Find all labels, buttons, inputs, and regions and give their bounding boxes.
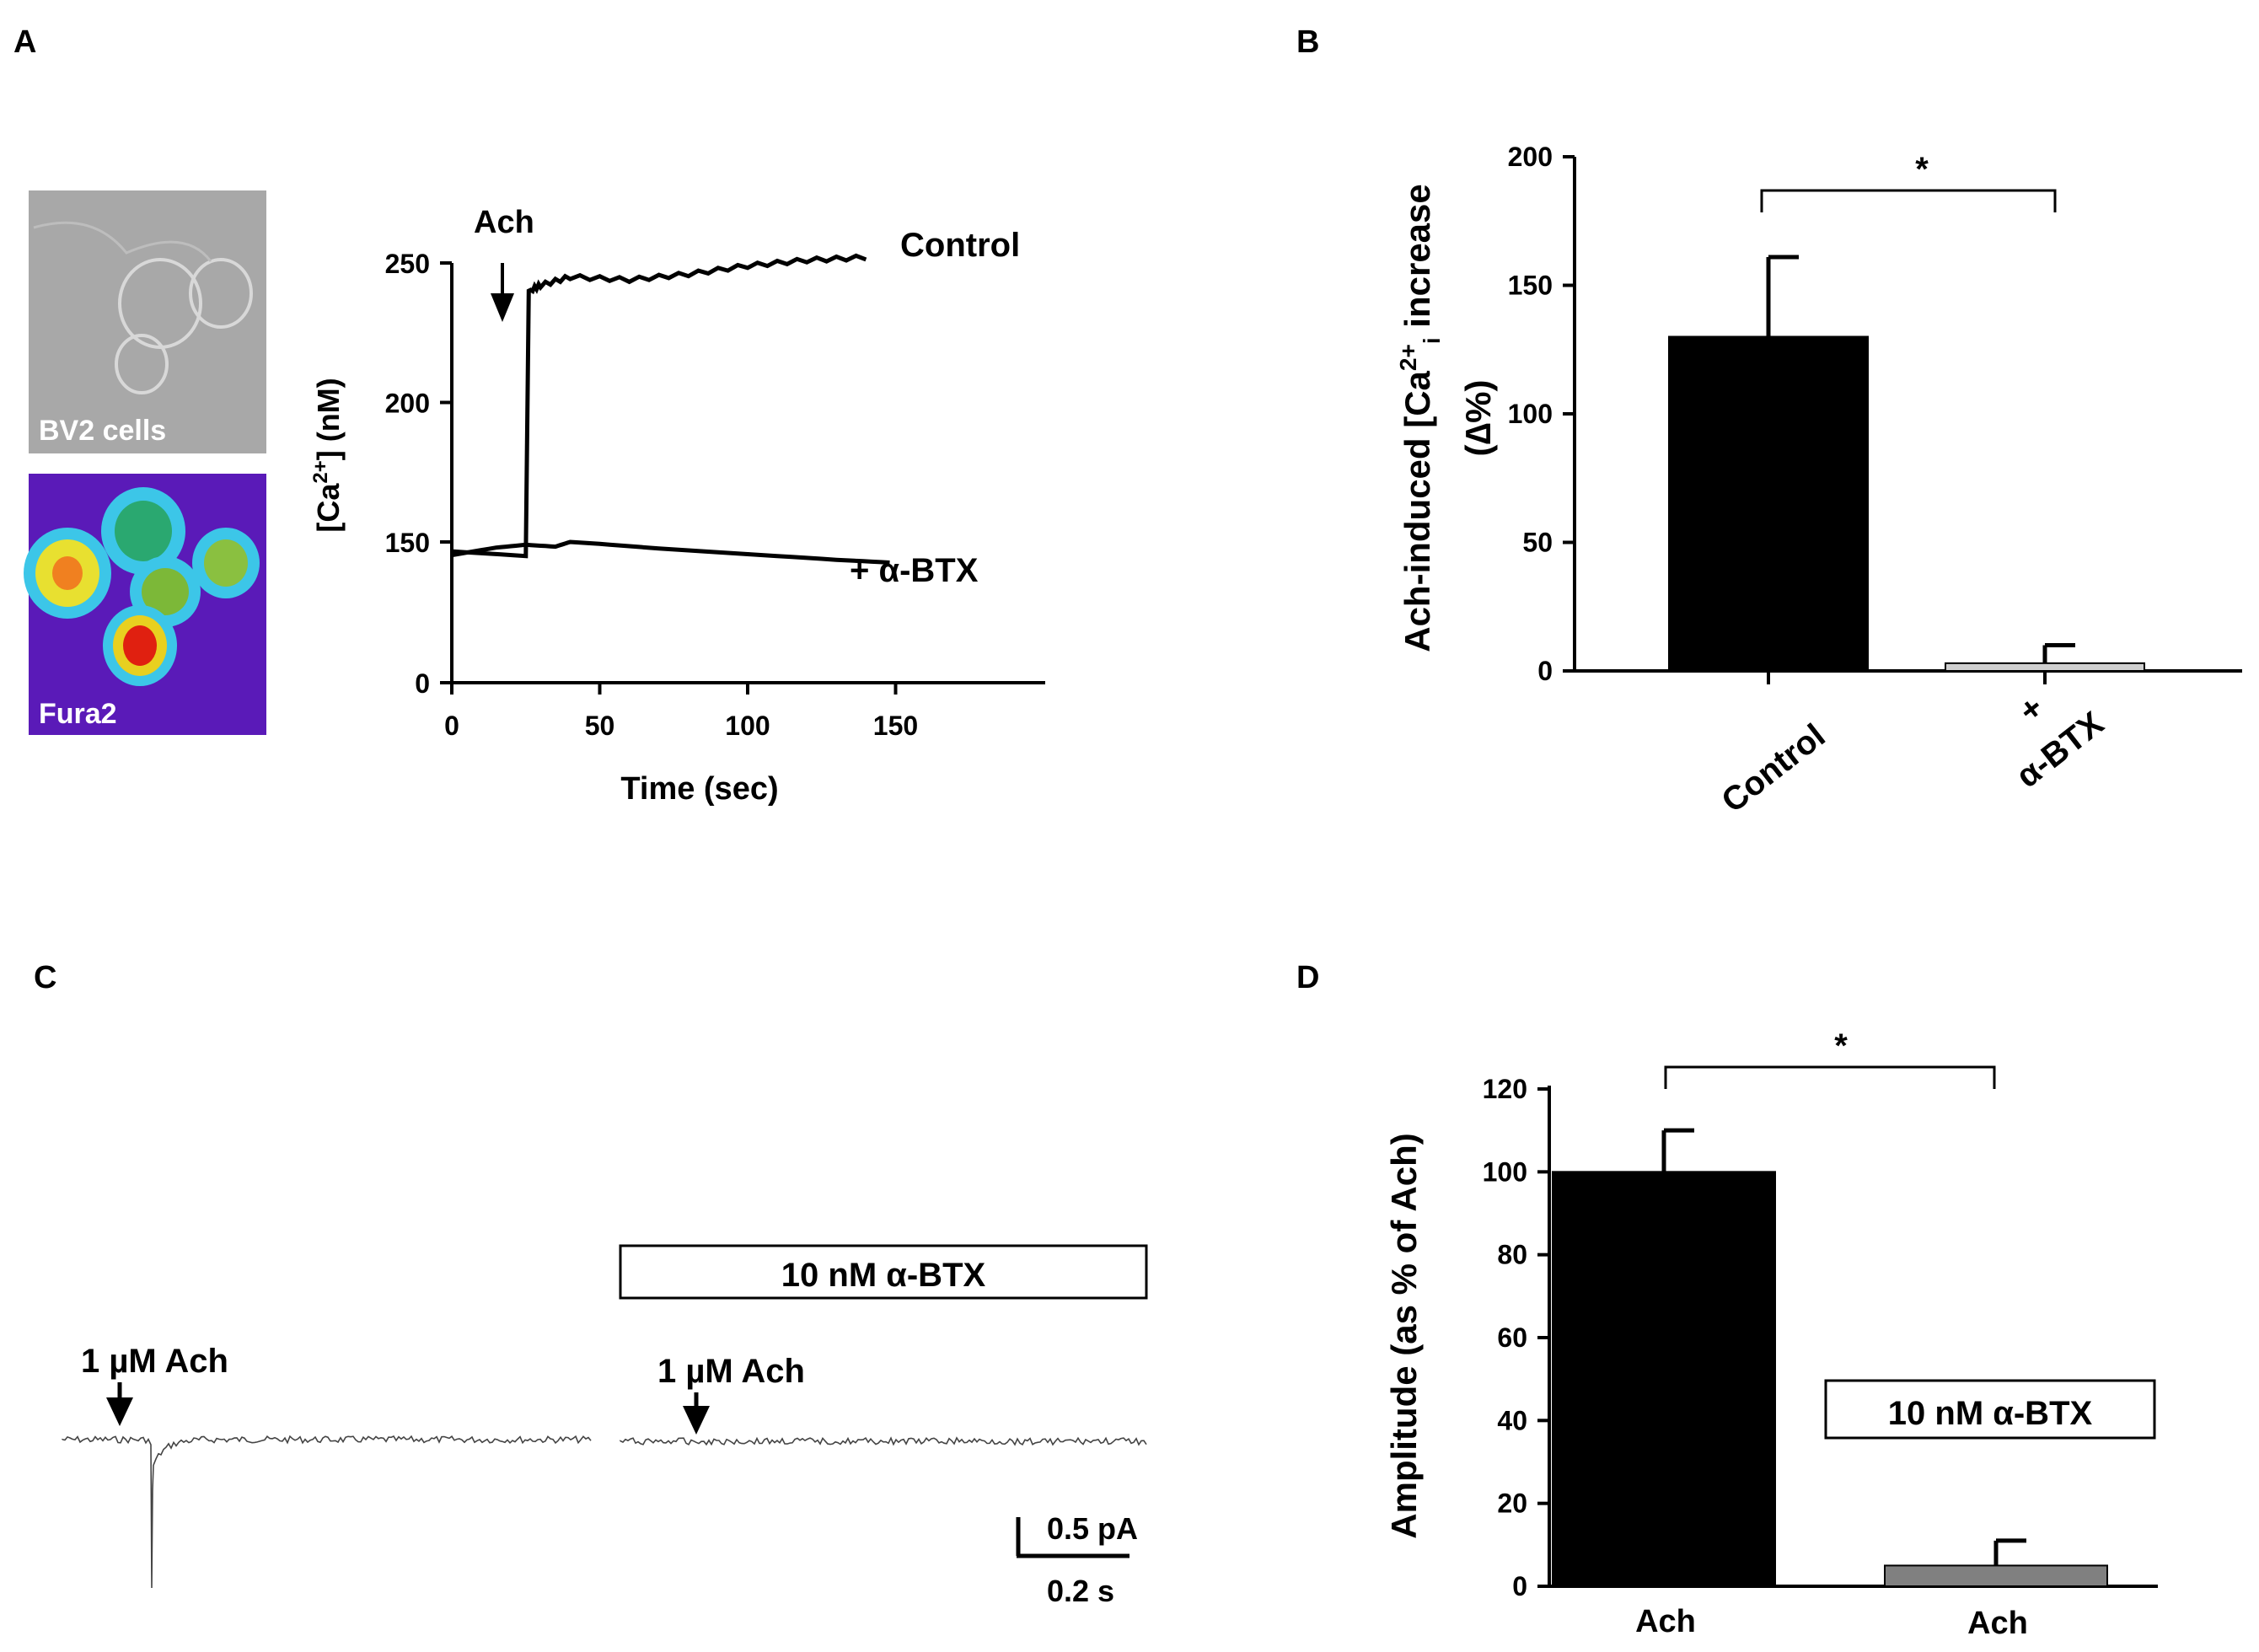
b-y-tick-label-100: 100: [1508, 399, 1553, 429]
b-y-tick-label-0: 0: [1537, 656, 1553, 686]
b-y-axis-label: Ach-induced [Ca2+i increase: [1395, 184, 1445, 652]
b-significance-bracket: [1760, 189, 2057, 212]
d-y-tick-label-80: 80: [1497, 1240, 1527, 1270]
b-x-label-plus: +: [2012, 689, 2050, 730]
bv2-cells-image: BV2 cells: [29, 190, 266, 453]
a-y-tick-label-200: 200: [385, 389, 430, 419]
d-y-tick-label-0: 0: [1512, 1571, 1527, 1601]
c-stim-label-1: 1 µM Ach: [81, 1343, 228, 1380]
b-bar-0: [1668, 335, 1869, 672]
c-scale-y-label: 0.5 pA: [1047, 1511, 1138, 1546]
d-x-label-ach-1: Ach: [1635, 1604, 1696, 1639]
chart-b-bar: 0 50 100 150 200 Ach-induced [Ca2+i increase…: [1395, 142, 2242, 820]
a-x-tick-label-50: 50: [585, 711, 615, 741]
a-x-tick-label-0: 0: [444, 711, 459, 741]
a-ach-arrow: [491, 263, 514, 322]
c-stim-label-2: 1 µM Ach: [657, 1353, 805, 1390]
d-significance-star: *: [1834, 1027, 1848, 1065]
fura2-label: Fura2: [39, 698, 117, 730]
panel-label-c: C: [34, 960, 56, 995]
a-y-tick-label-250: 250: [385, 249, 430, 279]
a-y-tick-label-0: 0: [415, 668, 430, 699]
a-series-line-0: [451, 253, 867, 559]
panel-c-currents: 10 nM α-BTX 1 µM Ach 1 µM Ach 0.5 pA 0.2…: [62, 1244, 1148, 1608]
a-y-axis-label: [Ca2+] (nM): [309, 378, 346, 532]
b-significance-star: *: [1915, 151, 1929, 188]
d-abtx-box: [1824, 1379, 2156, 1440]
b-y-tick-label-200: 200: [1508, 142, 1553, 172]
a-series-line-1: [451, 539, 890, 565]
d-x-label-ach-2: Ach: [1967, 1606, 2028, 1641]
panel-label-d: D: [1296, 960, 1319, 995]
a-ach-annotation: Ach: [474, 205, 534, 240]
c-trace-control: [62, 1435, 592, 1589]
bv2-label: BV2 cells: [39, 415, 166, 447]
a-x-axis-label: Time (sec): [620, 771, 778, 807]
d-y-tick-label-20: 20: [1497, 1488, 1527, 1519]
panel-label-a: A: [13, 24, 36, 60]
d-bar-1: [1884, 1564, 2108, 1587]
chart-a-calcium-trace: 0 50 100 150 0 150 200 250 Time (sec) [Ca2+] (n…: [309, 205, 1045, 807]
c-scale-bar: [1016, 1517, 1130, 1558]
a-series-label-abtx: + α-BTX: [850, 552, 979, 589]
b-y-tick-label-50: 50: [1522, 528, 1553, 558]
c-abtx-box: [619, 1244, 1148, 1300]
b-y-tick-label-150: 150: [1508, 271, 1553, 301]
c-scale-x-label: 0.2 s: [1047, 1574, 1114, 1608]
d-abtx-box-label: 10 nM α-BTX: [1888, 1395, 2093, 1432]
d-y-axis-label: Amplitude (as % of Ach): [1384, 1133, 1424, 1538]
d-y-tick-label-100: 100: [1483, 1156, 1527, 1187]
d-y-tick-label-60: 60: [1497, 1322, 1527, 1353]
d-y-tick-label-120: 120: [1483, 1074, 1527, 1104]
d-y-tick-label-40: 40: [1497, 1405, 1527, 1435]
c-stim-arrow-1: [106, 1382, 133, 1426]
a-y-tick-label-150: 150: [385, 528, 430, 558]
panel-label-b: B: [1296, 24, 1319, 60]
a-x-tick-label-150: 150: [873, 711, 918, 741]
b-y-axis-label-2: (∆%): [1458, 379, 1498, 456]
d-significance-bracket: [1664, 1065, 1996, 1089]
c-abtx-box-label: 10 nM α-BTX: [781, 1257, 986, 1294]
a-series-label-control: Control: [900, 227, 1020, 264]
fura2-image: Fura2: [24, 474, 266, 735]
a-x-tick-label-100: 100: [725, 711, 770, 741]
d-bar-0: [1552, 1171, 1776, 1588]
b-x-label-control: Control: [1714, 717, 1832, 820]
c-trace-abtx: [620, 1436, 1147, 1446]
b-bar-1: [1945, 662, 2145, 672]
c-stim-arrow-2: [683, 1392, 710, 1435]
